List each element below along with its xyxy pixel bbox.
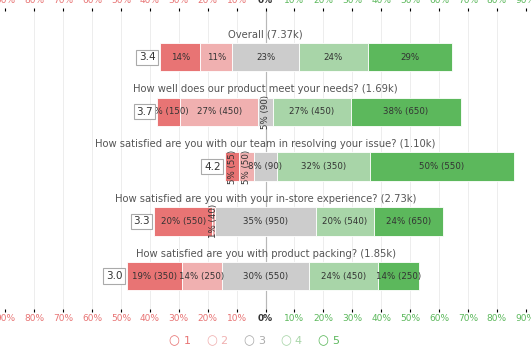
Text: 5% (55): 5% (55) — [228, 149, 237, 184]
Bar — [160, 43, 200, 71]
Text: 19% (350): 19% (350) — [132, 272, 177, 280]
Text: 38% (650): 38% (650) — [383, 107, 429, 116]
Text: 5% (90): 5% (90) — [261, 95, 270, 129]
Text: ○: ○ — [318, 334, 328, 347]
Text: 35% (950): 35% (950) — [243, 217, 288, 226]
Bar — [222, 262, 309, 290]
Bar — [273, 98, 351, 126]
Text: 27% (450): 27% (450) — [196, 107, 242, 116]
Text: 50% (550): 50% (550) — [419, 162, 465, 171]
Bar — [258, 98, 273, 126]
Text: ○: ○ — [206, 334, 217, 347]
Bar — [180, 98, 258, 126]
Text: How satisfied are you with our team in resolving your issue? (1.10k): How satisfied are you with our team in r… — [95, 139, 436, 149]
Text: 1% (40): 1% (40) — [209, 204, 218, 238]
Text: 14%: 14% — [170, 53, 190, 62]
Text: 1: 1 — [183, 336, 191, 346]
Text: ○: ○ — [243, 334, 254, 347]
Text: 27% (450): 27% (450) — [289, 107, 335, 116]
Bar — [351, 98, 460, 126]
Text: How well does our product meet your needs? (1.69k): How well does our product meet your need… — [133, 84, 398, 94]
Text: 20% (550): 20% (550) — [160, 217, 205, 226]
Text: ○: ○ — [280, 334, 291, 347]
Text: How satisfied are you with your in-store experience? (2.73k): How satisfied are you with your in-store… — [115, 194, 416, 204]
Text: 3.0: 3.0 — [106, 271, 122, 281]
Text: 3.4: 3.4 — [139, 52, 156, 62]
Text: 3% (150): 3% (150) — [149, 107, 189, 116]
Bar — [239, 152, 254, 181]
Bar — [215, 207, 316, 235]
Bar — [254, 152, 277, 181]
Bar — [277, 152, 370, 181]
Text: 3.7: 3.7 — [136, 107, 153, 117]
Bar — [316, 207, 374, 235]
Bar — [370, 152, 514, 181]
Text: 24% (450): 24% (450) — [321, 272, 366, 280]
Text: 23%: 23% — [256, 53, 275, 62]
Text: Overall (7.37k): Overall (7.37k) — [228, 30, 303, 40]
Bar — [374, 207, 443, 235]
Text: 30% (550): 30% (550) — [243, 272, 288, 280]
Bar — [368, 43, 452, 71]
Text: 5: 5 — [332, 336, 339, 346]
Text: 14% (250): 14% (250) — [179, 272, 225, 280]
Bar — [127, 262, 182, 290]
Text: 2: 2 — [220, 336, 228, 346]
Text: 20% (540): 20% (540) — [322, 217, 367, 226]
Text: 11%: 11% — [207, 53, 226, 62]
Bar — [299, 43, 368, 71]
Bar — [378, 262, 419, 290]
Text: 14% (250): 14% (250) — [376, 272, 421, 280]
Text: ○: ○ — [169, 334, 179, 347]
Text: 3.3: 3.3 — [133, 216, 150, 226]
Text: 24%: 24% — [324, 53, 343, 62]
Bar — [225, 152, 239, 181]
Bar — [182, 262, 222, 290]
Text: 32% (350): 32% (350) — [301, 162, 346, 171]
Text: 5% (50): 5% (50) — [242, 149, 251, 184]
Text: 8% (90): 8% (90) — [249, 162, 282, 171]
Bar — [200, 43, 232, 71]
Text: 24% (650): 24% (650) — [386, 217, 431, 226]
Text: 29%: 29% — [400, 53, 419, 62]
Bar — [157, 98, 180, 126]
Bar — [212, 207, 215, 235]
Bar — [232, 43, 299, 71]
Text: 3: 3 — [258, 336, 265, 346]
Text: 4.2: 4.2 — [204, 162, 221, 171]
Bar — [154, 207, 212, 235]
Text: 4: 4 — [295, 336, 302, 346]
Bar — [309, 262, 378, 290]
Text: How satisfied are you with product packing? (1.85k): How satisfied are you with product packi… — [135, 248, 396, 258]
